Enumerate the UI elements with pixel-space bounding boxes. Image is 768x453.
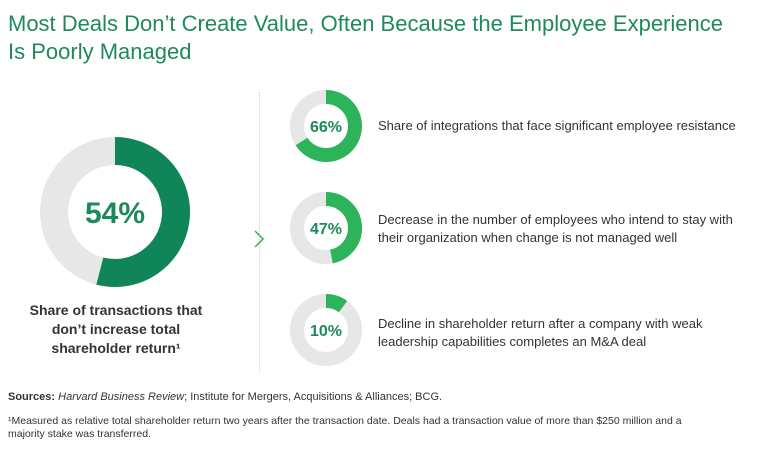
donut-integrations: 66% bbox=[290, 90, 362, 162]
divider-line bbox=[259, 92, 260, 372]
donut-retention-arc bbox=[325, 192, 362, 264]
chart-title-line-2: Is Poorly Managed bbox=[8, 39, 192, 64]
caption-retention-line-1: Decrease in the number of employees who … bbox=[378, 212, 733, 227]
donut-shareholder-return-arc bbox=[325, 294, 348, 313]
caption-integrations-line-1: Share of integrations that face signific… bbox=[378, 118, 736, 133]
donut-main-arc bbox=[96, 137, 190, 287]
main-caption-line-1: Share of transactions that bbox=[29, 302, 203, 318]
caption-shareholder-return-line-2: leadership capabilities completes an M&A… bbox=[378, 334, 647, 349]
donut-integrations-label: 66% bbox=[310, 119, 342, 136]
sources-rest: ; Institute for Mergers, Acquisitions & … bbox=[184, 391, 443, 403]
footnote: ¹Measured as relative total shareholder … bbox=[8, 415, 758, 441]
donut-integrations-arc bbox=[295, 90, 362, 162]
chart-title-line-1: Most Deals Don’t Create Value, Often Bec… bbox=[8, 11, 723, 36]
donut-retention: 47% bbox=[290, 192, 362, 264]
caption-retention-line-2: their organization when change is not ma… bbox=[378, 230, 678, 245]
footnote-line-1: ¹Measured as relative total shareholder … bbox=[8, 415, 682, 427]
main-caption: Share of transactions that don’t increas… bbox=[16, 301, 216, 358]
caption-integrations: Share of integrations that face signific… bbox=[378, 117, 758, 135]
main-caption-line-2: don’t increase total bbox=[51, 321, 181, 337]
donut-main-label: 54% bbox=[85, 197, 145, 230]
sources-note: Sources: Harvard Business Review; Instit… bbox=[8, 391, 442, 403]
donut-main: 54% bbox=[40, 137, 190, 287]
sources-label: Sources: bbox=[8, 391, 56, 403]
main-caption-line-3: shareholder return¹ bbox=[51, 340, 181, 356]
donut-shareholder-return: 10% bbox=[290, 294, 362, 366]
caption-shareholder-return-line-1: Decline in shareholder return after a co… bbox=[378, 316, 703, 331]
footnote-line-2: majority stake was transferred. bbox=[8, 428, 151, 440]
chart-title: Most Deals Don’t Create Value, Often Bec… bbox=[8, 10, 758, 66]
caption-retention: Decrease in the number of employees who … bbox=[378, 211, 758, 247]
donut-shareholder-return-label: 10% bbox=[310, 323, 342, 340]
caption-shareholder-return: Decline in shareholder return after a co… bbox=[378, 315, 758, 351]
sources-italic: Harvard Business Review bbox=[58, 391, 185, 403]
chevron-right-icon bbox=[254, 230, 265, 248]
donut-retention-label: 47% bbox=[310, 221, 342, 238]
